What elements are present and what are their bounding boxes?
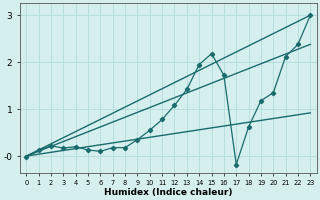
X-axis label: Humidex (Indice chaleur): Humidex (Indice chaleur) (104, 188, 233, 197)
